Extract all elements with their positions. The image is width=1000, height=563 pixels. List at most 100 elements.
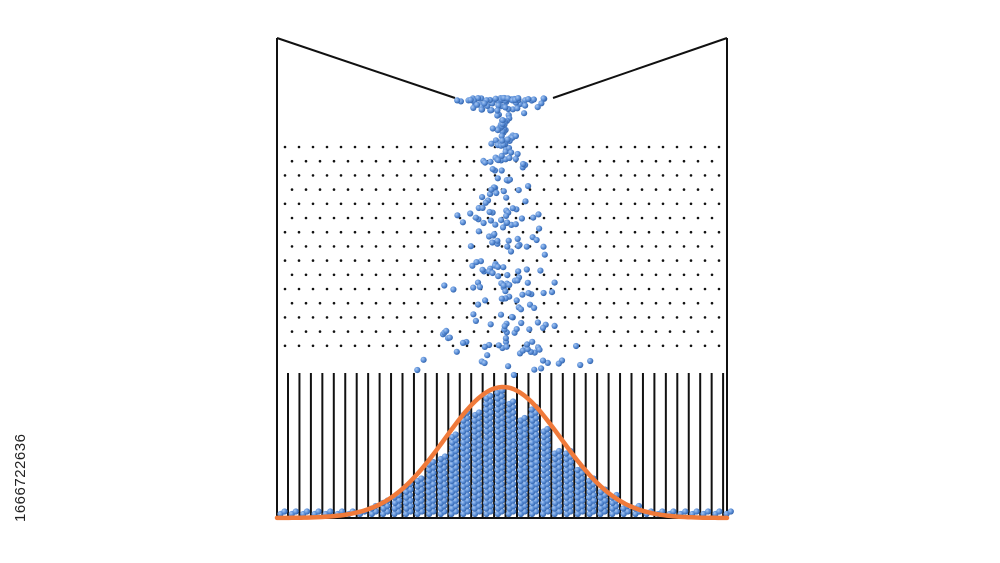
peg [374,330,378,333]
peg [556,245,560,248]
peg [486,301,490,305]
ball [579,491,586,499]
ball [533,447,540,455]
peg [717,287,721,291]
peg [465,287,469,291]
peg [542,159,546,163]
peg [612,330,616,333]
ball [585,494,593,501]
ball [505,472,512,479]
peg [437,344,441,348]
peg [416,330,420,333]
peg [339,145,343,149]
peg [626,188,630,191]
peg [416,245,420,248]
ball [513,326,520,333]
ball [327,508,334,515]
peg [353,287,357,291]
ball [475,453,482,460]
ball [437,488,444,496]
ball [498,167,505,174]
peg [612,273,616,277]
peg [619,287,623,291]
ball [464,497,471,504]
peg [598,216,602,220]
peg [535,145,539,149]
ball [517,450,524,457]
ball [521,110,528,117]
ball [482,483,489,490]
peg [493,202,497,206]
peg [563,174,567,177]
peg [591,344,595,348]
peg [409,230,413,234]
ball [493,189,500,197]
ball [486,208,493,216]
ball [476,491,483,499]
peg [703,202,707,206]
ball [482,455,489,463]
ball [670,508,677,515]
peg [591,316,595,319]
peg [395,230,399,234]
peg [605,259,609,262]
peg [395,316,399,319]
peg [437,202,441,206]
peg [402,159,406,163]
peg [577,145,581,149]
ball [567,486,575,493]
ball [514,105,521,112]
peg [626,216,630,220]
peg [703,259,707,262]
ball [506,281,513,289]
ball [489,239,496,246]
ball [481,359,488,367]
ball [521,442,528,449]
peg [570,245,574,248]
peg [647,344,651,348]
peg [577,316,581,319]
peg [514,216,518,220]
peg [493,287,497,291]
peg [381,287,385,291]
peg [675,259,679,262]
peg [290,216,294,220]
peg [675,230,679,234]
peg [486,245,490,248]
peg [325,145,329,149]
ball [420,356,427,363]
peg [367,202,371,206]
peg [710,188,714,191]
peg [479,174,483,177]
normal-curve [274,384,730,521]
peg [297,259,301,262]
ball [530,96,537,103]
peg [689,230,693,234]
peg [479,145,483,149]
peg [402,245,406,248]
ball [476,447,483,455]
ball [498,133,505,140]
peg [710,301,714,305]
peg [465,145,469,149]
peg [521,287,525,291]
peg [402,330,406,333]
peg [598,245,602,248]
ball [624,508,632,515]
peg [290,330,294,333]
peg [563,316,567,319]
peg [619,230,623,234]
peg [654,245,658,248]
peg [640,330,644,333]
peg [332,245,336,248]
peg [444,273,448,277]
peg [661,174,665,177]
ball [510,436,517,444]
peg [521,174,525,177]
ball [727,508,734,515]
peg [297,174,301,177]
peg [500,245,504,248]
peg [633,259,637,262]
peg [647,259,651,262]
ball [476,486,483,493]
